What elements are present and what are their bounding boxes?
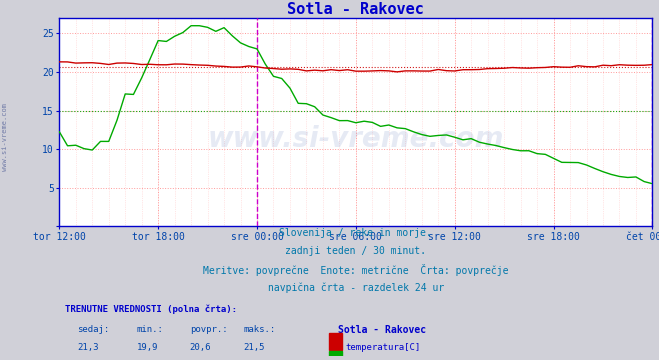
Bar bbox=[330, 351, 342, 360]
Text: TRENUTNE VREDNOSTI (polna črta):: TRENUTNE VREDNOSTI (polna črta): bbox=[65, 304, 237, 314]
Text: navpična črta - razdelek 24 ur: navpična črta - razdelek 24 ur bbox=[268, 282, 444, 293]
Text: 19,9: 19,9 bbox=[136, 343, 158, 352]
Title: Sotla - Rakovec: Sotla - Rakovec bbox=[287, 2, 424, 17]
Text: 21,5: 21,5 bbox=[243, 343, 265, 352]
Text: Sotla - Rakovec: Sotla - Rakovec bbox=[338, 325, 426, 335]
Text: maks.:: maks.: bbox=[243, 325, 275, 334]
Text: Meritve: povprečne  Enote: metrične  Črta: povprečje: Meritve: povprečne Enote: metrične Črta:… bbox=[203, 264, 509, 276]
Text: sedaj:: sedaj: bbox=[77, 325, 109, 334]
Text: temperatura[C]: temperatura[C] bbox=[346, 343, 421, 352]
Bar bbox=[330, 333, 342, 350]
Text: 21,3: 21,3 bbox=[77, 343, 99, 352]
Text: www.si-vreme.com: www.si-vreme.com bbox=[2, 103, 9, 171]
Text: min.:: min.: bbox=[136, 325, 163, 334]
Text: 20,6: 20,6 bbox=[190, 343, 212, 352]
Text: Slovenija / reke in morje.: Slovenija / reke in morje. bbox=[279, 228, 432, 238]
Text: www.si-vreme.com: www.si-vreme.com bbox=[208, 125, 504, 153]
Text: zadnji teden / 30 minut.: zadnji teden / 30 minut. bbox=[285, 246, 426, 256]
Text: povpr.:: povpr.: bbox=[190, 325, 227, 334]
